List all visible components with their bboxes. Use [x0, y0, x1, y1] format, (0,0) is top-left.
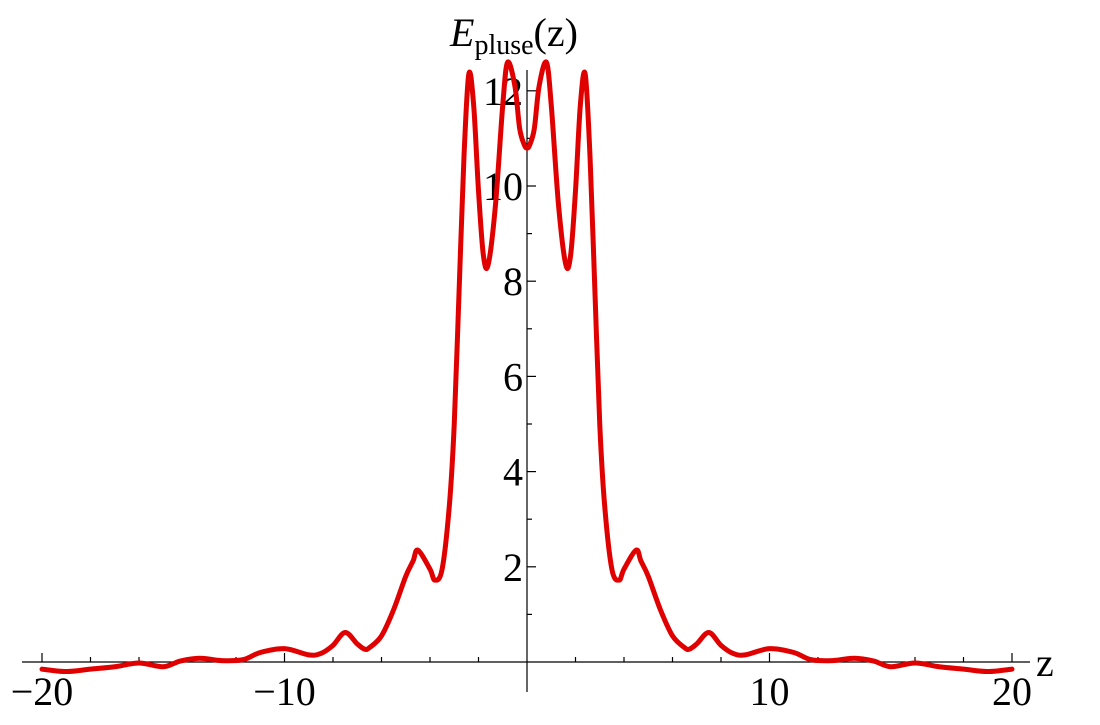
y-tick-label: 2 — [503, 545, 523, 590]
y-tick-label: 4 — [503, 450, 523, 495]
tick-marks — [41, 90, 1013, 662]
x-tick-label: −10 — [253, 669, 316, 714]
y-axis-title-base: E — [449, 10, 474, 55]
series-line-0 — [39, 59, 1015, 675]
x-tick-label: 20 — [992, 669, 1032, 714]
y-tick-label: 6 — [503, 354, 523, 399]
y-tick-label: 8 — [503, 259, 523, 304]
y-axis-title-subscript: pluse — [474, 30, 533, 61]
x-axis-title: z — [1036, 640, 1054, 685]
x-tick-label: −20 — [11, 669, 74, 714]
x-tick-label: 10 — [750, 669, 790, 714]
series-layer — [39, 59, 1015, 675]
y-tick-label: 10 — [483, 164, 523, 209]
axes — [22, 70, 1030, 692]
y-axis-title-suffix: (z) — [534, 10, 578, 55]
y-axis-title: Epluse(z) — [449, 10, 578, 61]
